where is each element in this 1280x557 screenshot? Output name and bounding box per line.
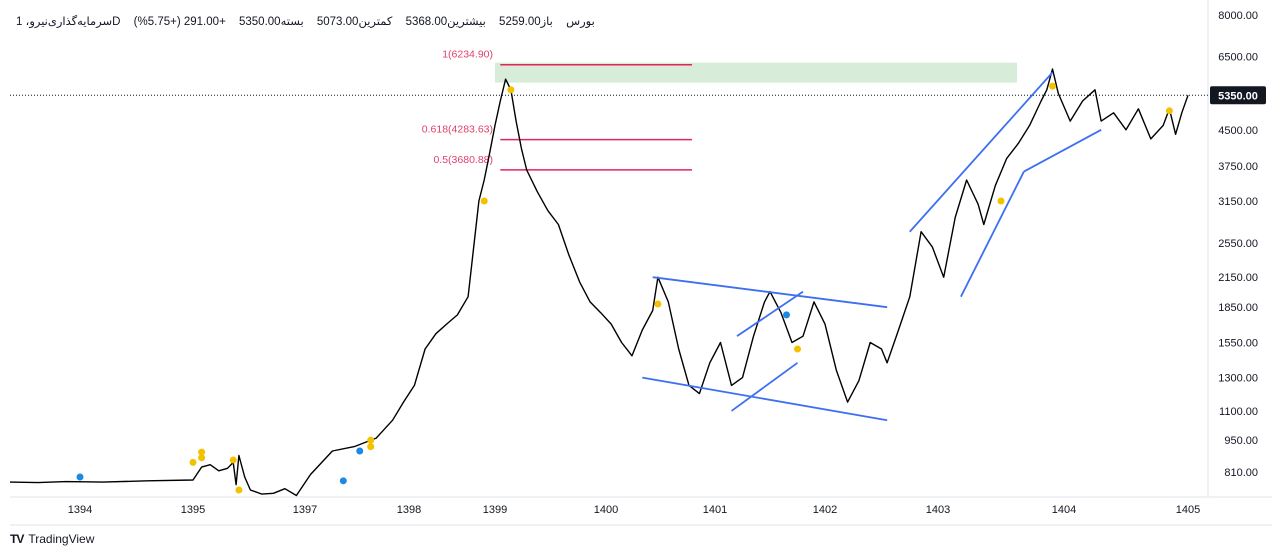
trendline: [736, 290, 804, 337]
fib-level-label: 1(6234.90): [442, 49, 493, 61]
x-tick-label: 1402: [813, 504, 837, 516]
signal-marker: [229, 456, 237, 464]
x-tick-label: 1405: [1176, 504, 1200, 516]
x-tick-label: 1395: [181, 504, 205, 516]
trendline: [1023, 129, 1102, 173]
signal-marker: [198, 454, 206, 462]
price-series-line: [9, 68, 1189, 497]
open-value: باز5259.00: [499, 16, 553, 28]
signal-marker: [480, 197, 488, 205]
x-tick-label: 1394: [68, 504, 92, 516]
signal-marker: [339, 477, 347, 485]
y-tick-label: 4500.00: [1218, 125, 1258, 137]
signal-marker: [367, 436, 375, 444]
trendline: [652, 276, 888, 309]
change-value: +291.00 (+5.75%): [133, 16, 226, 28]
signal-marker: [189, 458, 197, 466]
tradingview-logo-icon: TV: [10, 532, 24, 546]
low-value: کمترین5073.00: [316, 16, 393, 28]
supply-zone: [495, 62, 1017, 83]
y-tick-label: 1550.00: [1218, 337, 1258, 349]
high-value: بیشترین5368.00: [405, 16, 486, 28]
signal-marker: [356, 447, 364, 455]
signal-marker: [1165, 107, 1173, 115]
brand-name: TradingView: [28, 532, 95, 546]
signal-marker: [997, 197, 1005, 205]
fib-level-label: 0.5(3680.88): [433, 154, 493, 166]
signal-marker: [794, 345, 801, 353]
x-tick-label: 1400: [594, 504, 618, 516]
trendline: [909, 71, 1054, 233]
symbol-name[interactable]: سرمایه‌گذاری‌نیرو، 1D: [16, 16, 121, 28]
chart-header: سرمایه‌گذاری‌نیرو، 1D بورس باز5259.00 بی…: [16, 14, 605, 28]
y-tick-label: 3150.00: [1218, 196, 1258, 208]
y-tick-label: 2550.00: [1218, 238, 1258, 250]
signal-marker: [235, 486, 243, 494]
y-tick-label: 1100.00: [1219, 406, 1258, 418]
signal-marker: [1049, 82, 1057, 90]
current-price-label: 5350.00: [1218, 90, 1258, 102]
signal-marker: [76, 473, 84, 481]
y-tick-label: 810.00: [1224, 467, 1258, 479]
y-tick-label: 8000.00: [1218, 10, 1258, 22]
tradingview-brand[interactable]: TV TradingView: [10, 532, 94, 546]
close-value: بسته5350.00: [238, 16, 304, 28]
trendline: [642, 376, 888, 422]
signal-marker: [367, 443, 375, 451]
fib-level-label: 0.618(4283.63): [422, 124, 493, 136]
exchange-name: بورس: [566, 16, 595, 28]
trendline: [730, 362, 799, 412]
y-tick-label: 1850.00: [1218, 302, 1258, 314]
x-tick-label: 1401: [703, 504, 727, 516]
signal-marker: [783, 311, 790, 319]
y-tick-label: 3750.00: [1218, 161, 1258, 173]
x-tick-label: 1403: [926, 504, 950, 516]
signal-marker: [507, 86, 515, 94]
signal-marker: [654, 300, 662, 308]
y-tick-label: 6500.00: [1218, 51, 1258, 63]
y-tick-label: 2150.00: [1218, 272, 1258, 284]
y-tick-label: 1300.00: [1218, 373, 1258, 385]
signal-marker: [198, 448, 206, 456]
trendline: [960, 171, 1025, 298]
current-price-box: [1210, 86, 1266, 105]
x-tick-label: 1399: [483, 504, 507, 516]
x-tick-label: 1404: [1052, 504, 1076, 516]
y-tick-label: 950.00: [1224, 435, 1258, 447]
x-tick-label: 1398: [397, 504, 421, 516]
x-tick-label: 1397: [293, 504, 317, 516]
